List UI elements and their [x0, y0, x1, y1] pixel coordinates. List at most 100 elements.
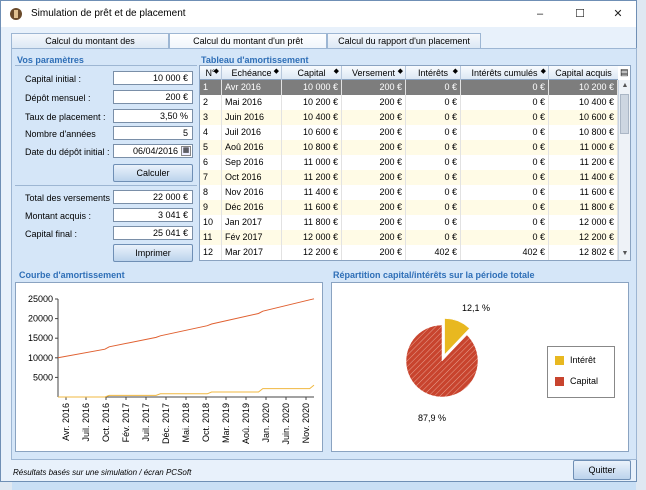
pie-chart: 12,1 % 87,9 %	[405, 303, 490, 423]
table-cell: 10 600 €	[282, 125, 342, 140]
table-cell: 200 €	[342, 80, 406, 95]
table-row[interactable]: 8 Nov 2016 11 400 €200 €0 €0 €11 600 €	[200, 185, 618, 200]
table-row[interactable]: 12 Mar 2017 12 200 €200 €402 €402 €12 802 …	[200, 245, 618, 260]
print-button[interactable]: Imprimer	[113, 244, 193, 262]
table-cell: 402 €	[461, 245, 549, 260]
x-tick-label: Aoû. 2019	[241, 403, 251, 444]
minimize-button[interactable]: –	[536, 8, 544, 20]
table-cell: 11 200 €	[282, 170, 342, 185]
close-button[interactable]: ✕	[613, 8, 623, 20]
table-cell: Sep 2016	[222, 155, 282, 170]
app-window: Simulation de prêt et de placement – ☐ ✕…	[0, 0, 637, 482]
table-scrollbar[interactable]: ▲ ▼	[618, 80, 630, 260]
table-row[interactable]: 7 Oct 2016 11 200 €200 €0 €0 €11 400 €	[200, 170, 618, 185]
table-row[interactable]: 10 Jan 2017 11 800 €200 €0 €0 €12 000 €	[200, 215, 618, 230]
table-row[interactable]: 6 Sep 2016 11 000 €200 €0 €0 €11 200 €	[200, 155, 618, 170]
table-row[interactable]: 5 Aoû 2016 10 800 €200 €0 €0 €11 000 €	[200, 140, 618, 155]
tab-remboursements[interactable]: Calcul du montant des remboursements	[11, 33, 169, 61]
table-cell: 0 €	[406, 125, 461, 140]
table-cell: 11 800 €	[282, 215, 342, 230]
app-icon	[10, 8, 22, 20]
col-header-echeance[interactable]: Echéance ◆	[222, 66, 282, 80]
table-cell: 200 €	[342, 95, 406, 110]
title-bar[interactable]: Simulation de prêt et de placement – ☐ ✕	[1, 1, 636, 27]
table-options-icon[interactable]: ▤	[620, 67, 629, 77]
nombre-annees-field[interactable]: 5	[113, 126, 193, 140]
table-cell: 0 €	[461, 155, 549, 170]
table-row[interactable]: 2 Mai 2016 10 200 €200 €0 €0 €10 400 €	[200, 95, 618, 110]
table-cell: 200 €	[342, 215, 406, 230]
depot-mensuel-label: Dépôt mensuel :	[25, 93, 91, 103]
results-divider	[15, 185, 197, 186]
table-cell: Oct 2016	[222, 170, 282, 185]
montant-acquis-label: Montant acquis :	[25, 211, 92, 221]
table-cell: 11 600 €	[549, 185, 618, 200]
table-cell: Mar 2017	[222, 245, 282, 260]
table-header: N° ◆ Echéance ◆ Capital ◆ Versement ◆ Intérê…	[200, 66, 618, 80]
col-header-label: N°	[205, 68, 216, 78]
table-cell: Mai 2016	[222, 95, 282, 110]
x-tick-label: Juil. 2017	[141, 403, 151, 442]
col-header-interets-cumules[interactable]: Intérêts cumulés ◆	[461, 66, 549, 80]
table-cell: 200 €	[342, 125, 406, 140]
legend-label-capital: Capital	[570, 376, 599, 386]
date-depot-field[interactable]: 06/04/2016	[113, 144, 193, 158]
table-cell: Nov 2016	[222, 185, 282, 200]
table-cell: 0 €	[461, 170, 549, 185]
x-tick-label: Nov. 2020	[301, 403, 311, 443]
pie-slice-capital	[405, 324, 479, 398]
capital-initial-field[interactable]: 10 000 €	[113, 71, 193, 85]
table-cell: 200 €	[342, 110, 406, 125]
col-header-capital[interactable]: Capital ◆	[282, 66, 342, 80]
table-cell: Aoû 2016	[222, 140, 282, 155]
table-row[interactable]: 4 Juil 2016 10 600 €200 €0 €0 €10 800 €	[200, 125, 618, 140]
sort-icon: ◆	[540, 68, 546, 75]
scroll-up-icon[interactable]: ▲	[621, 82, 629, 89]
x-tick-label: Oct. 2018	[201, 403, 211, 442]
y-tick-label: 5000	[33, 372, 53, 382]
table-cell: 11 000 €	[282, 155, 342, 170]
table-cell: 12 802 €	[549, 245, 618, 260]
col-header-versement[interactable]: Versement ◆	[342, 66, 406, 80]
tab-montant-pret[interactable]: Calcul du montant d'un prêt	[169, 33, 327, 50]
x-tick-label: Mar. 2019	[221, 403, 231, 443]
tab-bar: Calcul du montant des remboursements Cal…	[11, 33, 481, 61]
date-depot-label: Date du dépôt initial :	[25, 147, 110, 157]
table-cell: 8	[200, 185, 222, 200]
col-header-numero[interactable]: N° ◆	[200, 66, 222, 80]
col-header-capital-acquis[interactable]: Capital acquis	[549, 66, 618, 80]
table-row[interactable]: 11 Fév 2017 12 000 €200 €0 €0 €12 200 €	[200, 230, 618, 245]
table-cell: 11 800 €	[549, 200, 618, 215]
table-row[interactable]: 9 Déc 2016 11 600 €200 €0 €0 €11 800 €	[200, 200, 618, 215]
table-cell: 3	[200, 110, 222, 125]
table-cell: 12 000 €	[282, 230, 342, 245]
table-cell: Juin 2016	[222, 110, 282, 125]
capital-initial-label: Capital initial :	[25, 74, 82, 84]
table-row[interactable]: 1 Avr 2016 10 000 €200 €0 €0 €10 200 €	[200, 80, 618, 95]
quit-button[interactable]: Quitter	[573, 460, 631, 480]
table-cell: 10 200 €	[282, 95, 342, 110]
table-cell: 200 €	[342, 230, 406, 245]
scroll-down-icon[interactable]: ▼	[621, 250, 629, 257]
scroll-thumb[interactable]	[620, 94, 629, 134]
calendar-icon[interactable]: ▦	[181, 146, 191, 156]
col-header-interets[interactable]: Intérêts ◆	[406, 66, 461, 80]
table-cell: 12 200 €	[549, 230, 618, 245]
table-row[interactable]: 3 Juin 2016 10 400 €200 €0 €0 €10 600 €	[200, 110, 618, 125]
col-header-label: Versement	[351, 68, 396, 78]
table-cell: 200 €	[342, 200, 406, 215]
taux-placement-field[interactable]: 3,50 %	[113, 109, 193, 123]
table-cell: 10 800 €	[282, 140, 342, 155]
amortization-table[interactable]: N° ◆ Echéance ◆ Capital ◆ Versement ◆ Intérê…	[199, 65, 631, 261]
x-tick-label: Juin. 2020	[281, 403, 291, 445]
tab-rapport-placement[interactable]: Calcul du rapport d'un placement	[327, 33, 481, 49]
maximize-button[interactable]: ☐	[575, 8, 585, 20]
table-cell: 9	[200, 200, 222, 215]
calculate-button[interactable]: Calculer	[113, 164, 193, 182]
pie-label-interet: 12,1 %	[462, 303, 490, 313]
table-cell: 10 800 €	[549, 125, 618, 140]
table-cell: Déc 2016	[222, 200, 282, 215]
table-cell: Fév 2017	[222, 230, 282, 245]
params-divider	[15, 65, 197, 66]
depot-mensuel-field[interactable]: 200 €	[113, 90, 193, 104]
